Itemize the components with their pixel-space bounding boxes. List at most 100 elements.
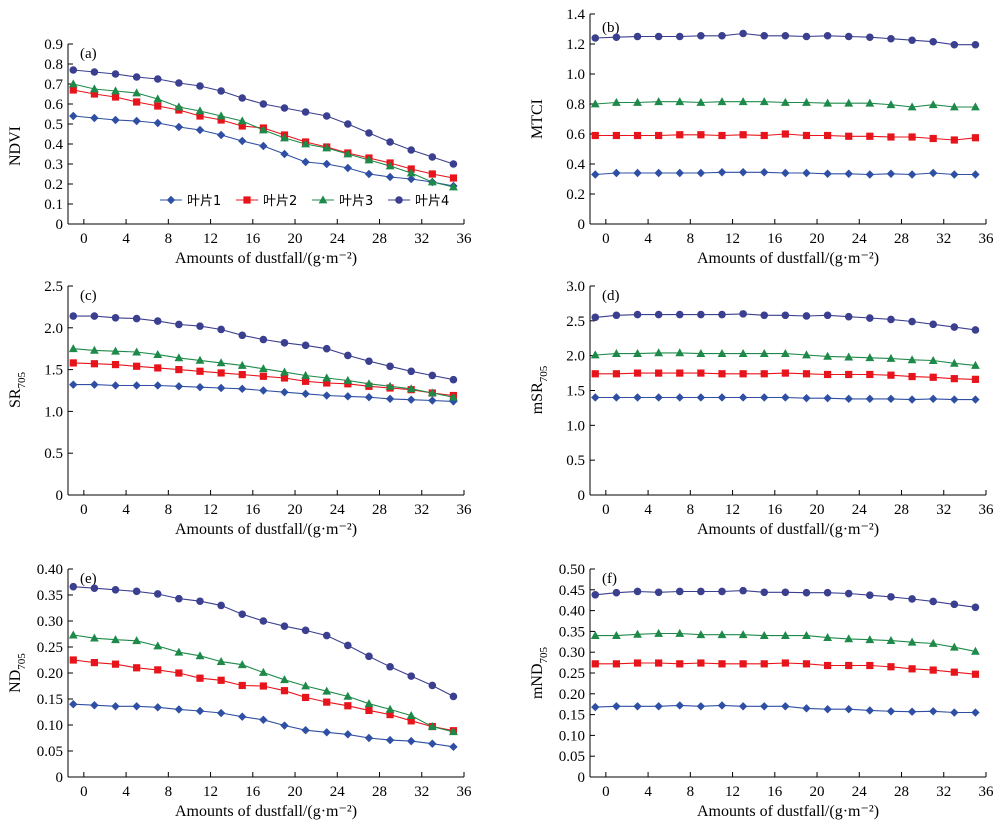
data-point [780,348,790,357]
data-point [633,32,642,41]
data-point [323,698,331,706]
panel-label: (a) [80,46,97,62]
data-point [301,157,310,167]
x-axis-title: Amounts of dustfall/(g·m⁻²) [175,250,357,267]
data-point [866,370,874,379]
data-point [364,379,374,388]
panel-label: (f) [602,571,617,587]
data-point [302,693,310,702]
data-point [697,587,705,596]
data-point [760,311,769,320]
data-point [739,370,747,378]
data-point [280,374,289,382]
data-point [111,635,120,644]
data-point [301,370,310,379]
x-tick-label: 8 [165,784,173,800]
data-point [111,313,120,322]
x-tick-label: 8 [687,231,695,247]
data-point [612,97,621,106]
data-point [971,375,980,383]
data-point [280,622,289,630]
data-point [590,350,600,359]
data-point [90,633,99,642]
x-tick-label: 4 [122,502,130,518]
data-point [428,371,437,380]
data-point [301,341,310,350]
data-point [364,155,374,164]
legend-marker [395,196,403,204]
series-3 [68,630,458,736]
y-tick-label: 0.50 [559,562,585,578]
y-tick-label: 0 [578,217,586,233]
data-point [907,637,917,646]
x-tick-label: 4 [122,784,130,800]
data-point [238,331,247,340]
data-point [823,311,832,320]
y-tick-label: 0 [56,770,64,786]
chart-panel-a: 0 0.1 0.2 0.3 0.4 0.5 0.6 0.7 0.8 0.9 0 4 8 12 16 20 24 2… [7,37,472,267]
data-point [971,170,980,179]
y-tick-label: 2.0 [44,321,63,337]
data-point [633,97,642,106]
data-point [259,335,268,344]
data-point [844,634,854,643]
data-point [633,131,642,140]
data-point [612,660,620,668]
data-point [950,375,958,383]
data-point [824,370,832,379]
data-point [111,93,120,101]
data-point [301,726,310,735]
data-point [738,348,748,357]
data-point [427,721,437,730]
data-point [237,660,247,669]
data-point [717,97,727,106]
data-point [887,34,895,43]
data-point [929,373,937,381]
chart-panel-f: 0 0.05 0.10 0.15 0.20 0.25 0.30 0.35 0.40 0.45 0.5… [529,562,994,820]
legend-item: 叶片3 [312,194,373,209]
y-tick-label: 0.4 [566,157,585,173]
data-point [823,98,832,107]
data-point [802,131,811,140]
data-point [590,630,600,639]
x-axis-title: Amounts of dustfall/(g·m⁻²) [175,803,357,820]
data-point [866,314,874,322]
data-point [887,315,895,324]
y-tick-label: 0.05 [37,744,63,760]
chart-panel-d: 0 0.5 1.0 1.5 2.0 2.5 3.0 0 4 8 12 16 20 24 28 32 36 Amou… [529,279,994,538]
data-point [111,660,120,668]
data-point [449,742,458,752]
data-point [591,131,599,140]
data-point [196,112,204,120]
series-4 [591,29,980,49]
data-point [696,168,706,178]
data-point [154,102,162,110]
x-tick-label: 36 [457,502,473,518]
data-point [195,382,205,392]
data-point [90,345,99,354]
y-tick-label: 0.7 [44,77,63,93]
data-point [90,90,98,98]
data-point [633,393,642,402]
data-point [717,348,727,357]
data-point [928,100,938,109]
data-point [196,322,204,330]
data-point [364,733,374,743]
x-tick-label: 12 [725,502,740,518]
data-point [908,595,916,603]
data-point [802,704,811,713]
data-point [132,702,141,711]
data-point [739,310,747,318]
data-point [697,131,705,139]
legend-marker [243,196,251,204]
data-point [781,393,790,402]
data-point [802,168,811,178]
y-axis-title-main: ND [7,670,24,693]
data-point [174,122,184,132]
data-point [929,597,937,606]
y-axis-title: MTCI [529,99,546,139]
legend: 叶片1 叶片2 叶片3 叶片4 [160,194,449,209]
data-point [633,168,642,178]
data-point [365,129,373,137]
